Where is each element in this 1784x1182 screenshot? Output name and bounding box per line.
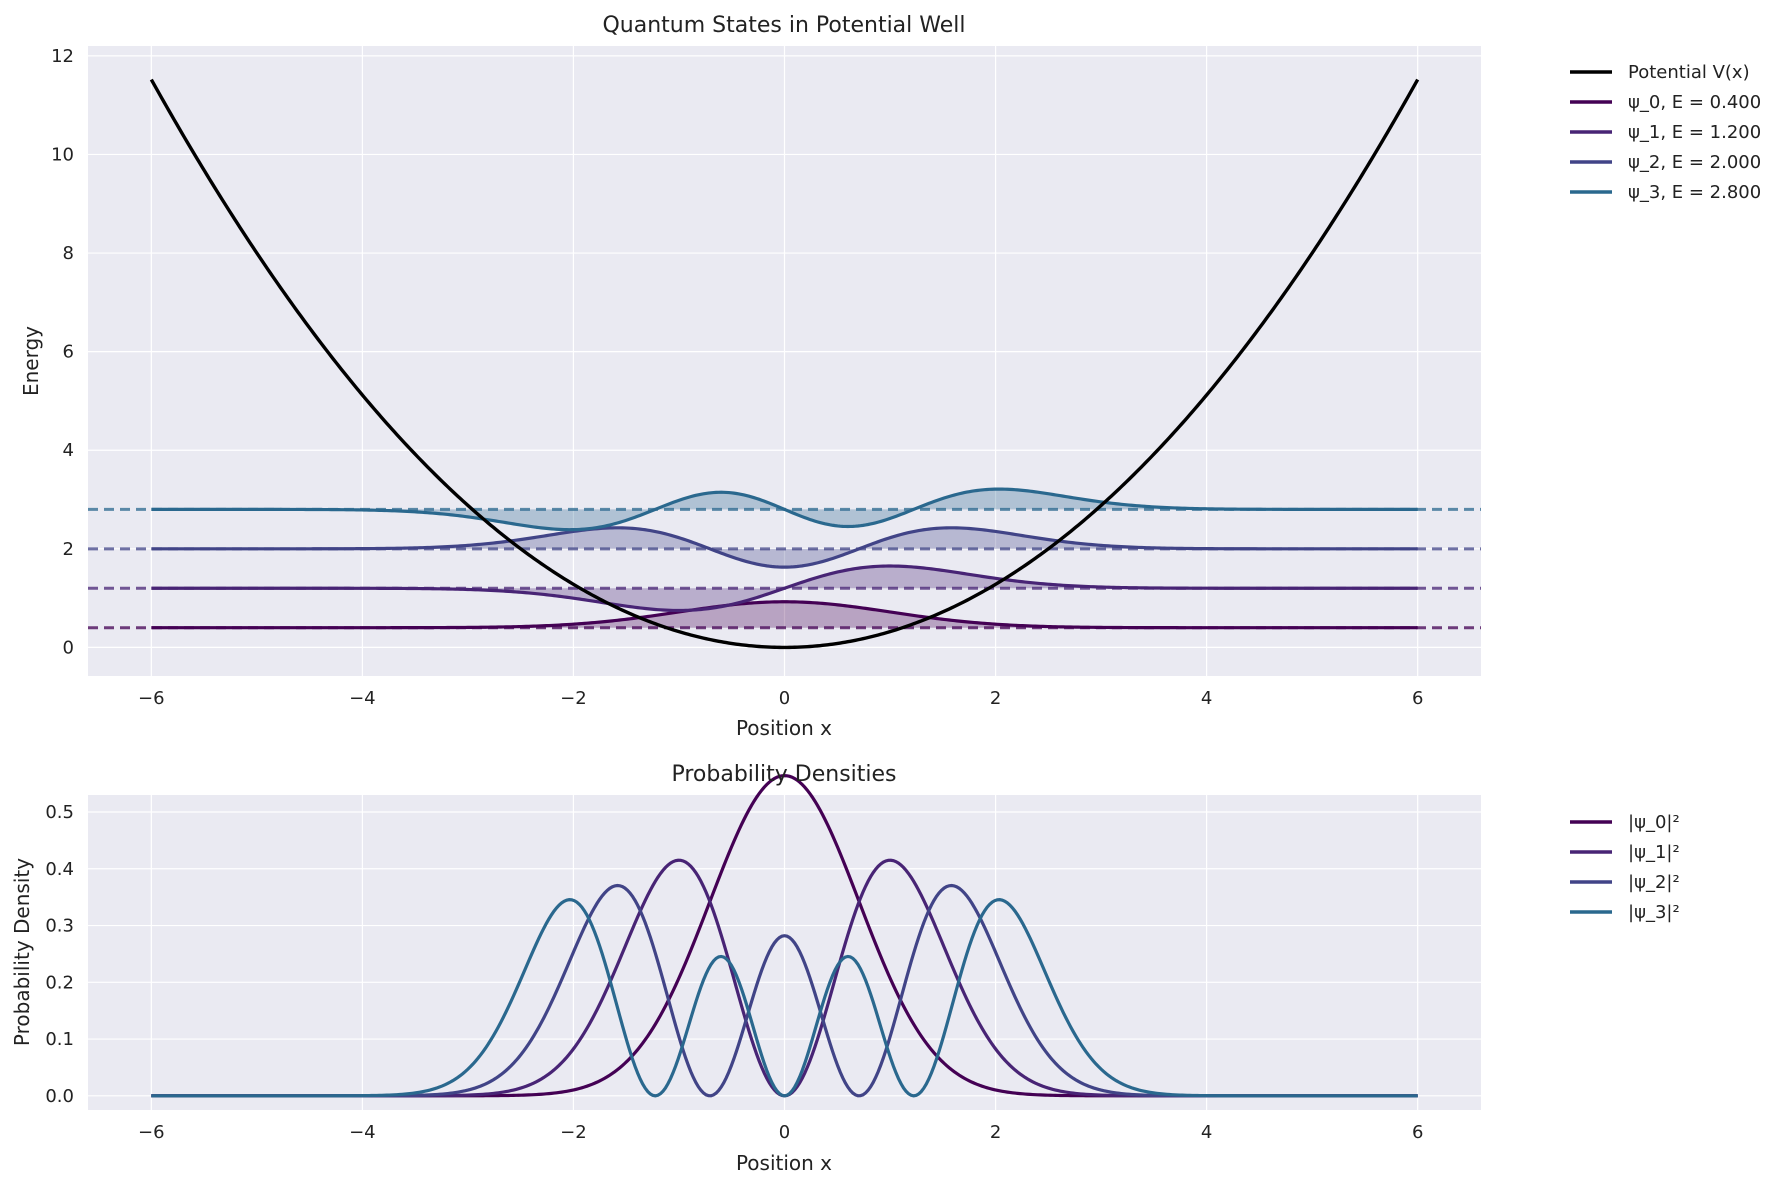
energy-plot-content: [88, 78, 1481, 650]
density-x-tick-label: 0: [779, 1122, 790, 1143]
density-3-line: [151, 898, 1418, 1098]
energy-y-tick-label: 8: [63, 243, 74, 264]
density-y-tick-label: 0.2: [45, 972, 74, 993]
density-y-axis-label: Probability Density: [10, 858, 34, 1046]
density-x-tick-label: 6: [1412, 1122, 1423, 1143]
density-y-tick-label: 0.1: [45, 1029, 74, 1050]
density-legend-label: |ψ_3|²: [1628, 902, 1680, 923]
psi-0-line: [151, 600, 1418, 630]
density-x-tick-label: 2: [990, 1122, 1001, 1143]
density-panel: Probability Densities Position x Probabi…: [10, 762, 1680, 1175]
density-legend-label: |ψ_1|²: [1628, 842, 1680, 863]
density-y-tick-label: 0.5: [45, 802, 74, 823]
energy-y-tick-label: 0: [63, 637, 74, 658]
energy-tick-labels: −6 −4 −2 0 2 4 6 0 2 4 6 8 10 12: [51, 46, 1423, 709]
energy-chart-title: Quantum States in Potential Well: [602, 13, 965, 38]
energy-x-tick-label: 2: [990, 688, 1001, 709]
density-x-tick-label: −4: [349, 1122, 376, 1143]
density-x-tick-label: −2: [560, 1122, 587, 1143]
density-y-tick-label: 0.4: [45, 859, 74, 880]
energy-legend-label: ψ_2, E = 2.000: [1628, 152, 1761, 173]
psi-2-line: [151, 526, 1418, 569]
energy-x-tick-label: 4: [1201, 688, 1212, 709]
energy-x-tick-label: 0: [779, 688, 790, 709]
energy-y-tick-label: 12: [51, 46, 74, 67]
density-x-axis-label: Position x: [736, 1151, 832, 1175]
density-y-tick-label: 0.3: [45, 916, 74, 937]
energy-x-tick-label: −2: [560, 688, 587, 709]
energy-x-axis-label: Position x: [736, 716, 832, 740]
energy-legend-label: ψ_0, E = 0.400: [1628, 92, 1761, 113]
energy-legend: Potential V(x) ψ_0, E = 0.400 ψ_1, E = 1.2…: [1570, 62, 1761, 203]
density-x-tick-label: 4: [1201, 1122, 1212, 1143]
psi-1-line: [151, 564, 1418, 613]
energy-y-tick-label: 10: [51, 144, 74, 165]
density-legend: |ψ_0|² |ψ_1|² |ψ_2|² |ψ_3|²: [1570, 812, 1680, 923]
energy-legend-label: ψ_1, E = 1.200: [1628, 122, 1761, 143]
energy-x-tick-label: −6: [138, 688, 165, 709]
density-legend-label: |ψ_2|²: [1628, 872, 1680, 893]
density-plot-content: [151, 773, 1418, 1098]
potential-line: [149, 78, 1420, 650]
density-y-tick-label: 0.0: [45, 1086, 74, 1107]
density-tick-labels: −6 −4 −2 0 2 4 6 0.0 0.1 0.2 0.3 0.4 0.5: [45, 802, 1423, 1143]
energy-legend-label: ψ_3, E = 2.800: [1628, 182, 1761, 203]
density-x-tick-label: −6: [138, 1122, 165, 1143]
energy-x-tick-label: 6: [1412, 688, 1423, 709]
energy-y-tick-label: 4: [63, 440, 74, 461]
energy-y-tick-label: 2: [63, 539, 74, 560]
energy-x-tick-label: −4: [349, 688, 376, 709]
density-chart-title: Probability Densities: [671, 762, 896, 787]
energy-legend-label: Potential V(x): [1628, 62, 1750, 83]
energy-y-axis-label: Energy: [19, 326, 43, 396]
density-legend-label: |ψ_0|²: [1628, 812, 1680, 833]
psi-0-fill: [151, 601, 1418, 628]
psi-2-fill: [151, 527, 1418, 568]
energy-y-tick-label: 6: [63, 342, 74, 363]
psi-3-line: [151, 487, 1418, 532]
energy-panel: Quantum States in Potential Well Positio…: [19, 13, 1761, 740]
